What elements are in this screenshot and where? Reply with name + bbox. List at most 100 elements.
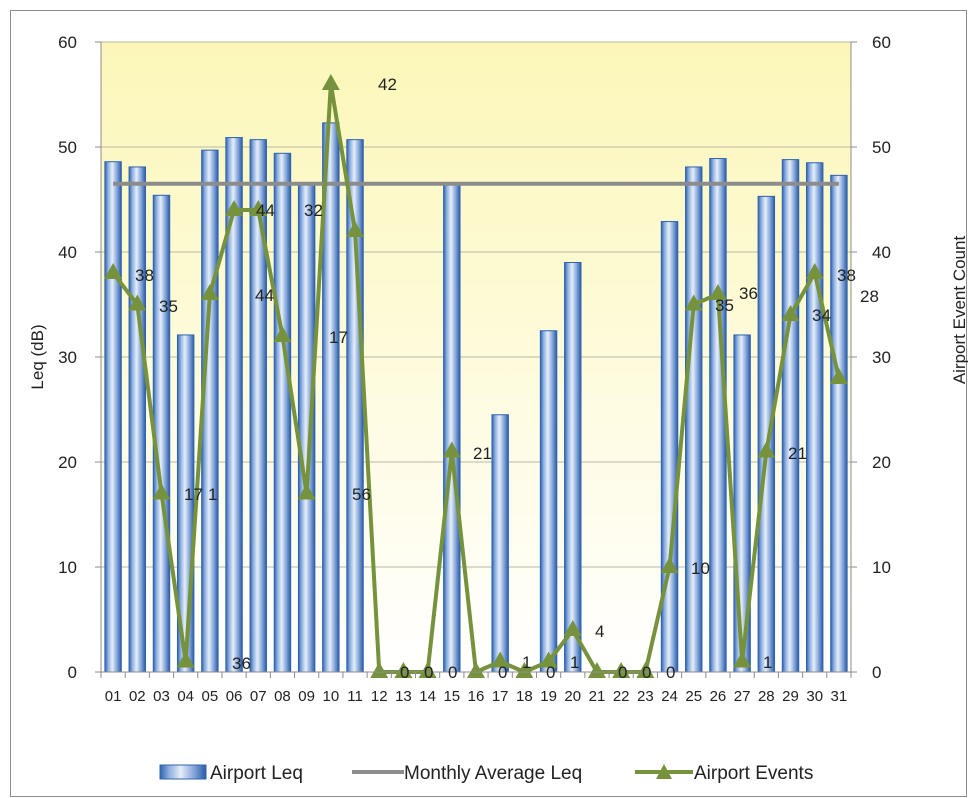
event-marker <box>418 662 437 678</box>
event-marker <box>733 651 752 668</box>
leq-bar <box>564 262 582 673</box>
legend-label-airport-leq: Airport Leq <box>210 763 303 784</box>
event-marker <box>152 483 171 500</box>
event-data-label: 10 <box>691 559 710 578</box>
event-marker <box>273 326 292 342</box>
leq-bar <box>128 166 147 673</box>
x-tick-label: 28 <box>758 688 775 705</box>
event-data-label: 0 <box>618 663 627 682</box>
event-data-label: 0 <box>546 663 555 682</box>
x-tick-label: 09 <box>298 688 315 705</box>
event-marker <box>829 368 848 384</box>
x-tick-label: 08 <box>274 688 291 705</box>
y-tick-label: 30 <box>58 348 77 367</box>
event-data-label: 36 <box>739 284 758 303</box>
event-marker <box>249 200 268 216</box>
event-data-label: 0 <box>448 663 457 682</box>
leq-bar <box>225 137 243 673</box>
y2-tick-label: 30 <box>872 348 891 367</box>
y-tick-label: 50 <box>58 138 77 157</box>
x-tick-label: 18 <box>516 688 533 705</box>
event-marker <box>660 557 679 573</box>
y2-tick-label: 10 <box>872 558 891 577</box>
leq-bar <box>273 152 292 673</box>
y2-tick-label: 50 <box>872 138 891 157</box>
x-tick-label: 04 <box>177 688 194 705</box>
leq-bar <box>660 221 679 673</box>
event-marker <box>612 662 631 678</box>
event-data-label: 35 <box>715 296 734 315</box>
event-marker <box>394 662 413 678</box>
x-tick-label: 17 <box>492 688 509 705</box>
event-data-label: 44 <box>255 286 274 305</box>
event-marker <box>781 305 800 321</box>
x-axis: 01 02 03 04 05 06 07 08 09 10 11 12 13 14 15 16 17 18 19 20… <box>100 671 852 705</box>
y-axis-title: Leq (dB) <box>28 324 47 389</box>
y2-tick-label: 0 <box>872 663 881 682</box>
event-marker <box>225 200 244 216</box>
event-marker <box>757 441 776 458</box>
event-data-label: 42 <box>378 75 397 94</box>
event-data-label: 1 <box>522 653 531 672</box>
event-marker <box>370 662 389 678</box>
leq-bar <box>443 182 461 673</box>
x-tick-label: 13 <box>395 688 412 705</box>
legend-swatch-airport-leq <box>159 764 207 780</box>
leq-bar <box>830 174 848 673</box>
event-data-label: 0 <box>424 663 433 682</box>
legend-label-airport-events: Airport Events <box>694 763 813 784</box>
x-tick-label: 14 <box>419 688 436 705</box>
y-tick-label: 20 <box>58 453 77 472</box>
event-data-label: 56 <box>352 485 371 504</box>
event-data-label: 0 <box>642 663 651 682</box>
event-data-label: 4 <box>595 622 604 641</box>
event-data-label: 21 <box>473 444 492 463</box>
event-data-label: 44 <box>256 201 275 220</box>
event-data-label: 34 <box>812 306 831 325</box>
event-data-label: 38 <box>837 266 856 285</box>
x-tick-label: 31 <box>831 688 848 705</box>
x-tick-label: 03 <box>153 688 170 705</box>
event-data-label: 1 <box>570 653 579 672</box>
event-marker <box>467 662 485 678</box>
event-data-label: 32 <box>304 201 323 220</box>
event-marker <box>539 651 558 668</box>
x-tick-label: 29 <box>782 688 799 705</box>
event-marker <box>297 483 316 500</box>
leq-bar <box>491 414 509 673</box>
x-tick-label: 23 <box>637 688 654 705</box>
x-tick-label: 12 <box>371 688 388 705</box>
leq-bar <box>104 161 122 673</box>
event-data-label: 28 <box>860 287 879 306</box>
chart-frame <box>10 10 967 797</box>
x-tick-label: 30 <box>806 688 823 705</box>
x-tick-label: 11 <box>347 688 363 705</box>
x-tick-label: 21 <box>589 688 606 705</box>
leq-bar <box>685 166 703 673</box>
event-marker <box>563 620 582 636</box>
leq-bar <box>709 158 727 673</box>
x-tick-label: 27 <box>734 688 751 705</box>
legend-label-monthly-average: Monthly Average Leq <box>404 763 582 784</box>
event-marker <box>176 651 195 668</box>
x-tick-label: 24 <box>661 688 678 705</box>
x-tick-label: 16 <box>468 688 485 705</box>
x-tick-label: 06 <box>226 688 243 705</box>
event-data-label: 0 <box>498 663 507 682</box>
x-tick-label: 10 <box>322 688 339 705</box>
event-marker <box>587 662 606 678</box>
y2-tick-label: 40 <box>872 243 891 262</box>
event-data-label: 21 <box>788 444 807 463</box>
y-axis-right: 0 10 20 30 40 50 60 <box>850 33 891 682</box>
event-data-label: 0 <box>400 663 409 682</box>
y-tick-label: 0 <box>68 663 77 682</box>
event-data-label: 0 <box>666 663 675 682</box>
legend: Airport Leq Monthly Average Leq Airport … <box>159 763 813 784</box>
y-tick-label: 40 <box>58 243 77 262</box>
y-tick-label: 10 <box>58 558 77 577</box>
event-marker <box>346 221 365 237</box>
leq-bar <box>805 162 824 673</box>
event-marker <box>636 662 655 678</box>
y2-tick-label: 20 <box>872 453 891 472</box>
